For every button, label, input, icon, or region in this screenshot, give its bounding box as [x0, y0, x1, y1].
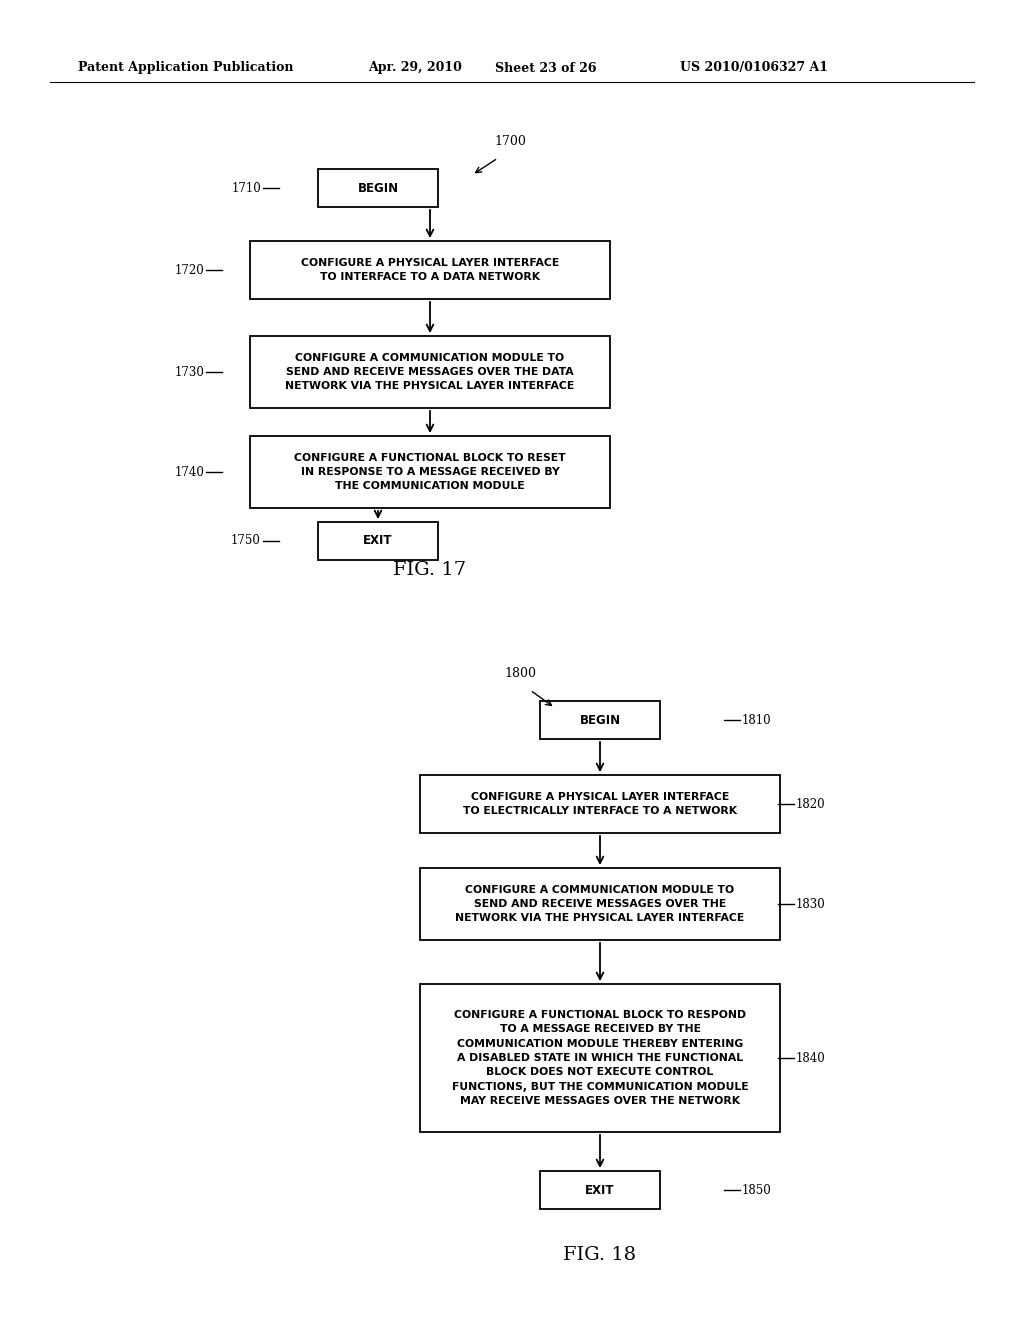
Text: CONFIGURE A COMMUNICATION MODULE TO
SEND AND RECEIVE MESSAGES OVER THE
NETWORK V: CONFIGURE A COMMUNICATION MODULE TO SEND…: [456, 884, 744, 924]
Text: 1750: 1750: [231, 535, 261, 548]
Text: US 2010/0106327 A1: US 2010/0106327 A1: [680, 62, 828, 74]
Text: CONFIGURE A PHYSICAL LAYER INTERFACE
TO ELECTRICALLY INTERFACE TO A NETWORK: CONFIGURE A PHYSICAL LAYER INTERFACE TO …: [463, 792, 737, 816]
FancyBboxPatch shape: [540, 1171, 660, 1209]
FancyBboxPatch shape: [318, 169, 438, 207]
Text: 1740: 1740: [174, 466, 204, 479]
Text: FIG. 17: FIG. 17: [393, 561, 467, 579]
Text: CONFIGURE A FUNCTIONAL BLOCK TO RESET
IN RESPONSE TO A MESSAGE RECEIVED BY
THE C: CONFIGURE A FUNCTIONAL BLOCK TO RESET IN…: [294, 453, 566, 491]
FancyBboxPatch shape: [250, 337, 610, 408]
Text: FIG. 18: FIG. 18: [563, 1246, 637, 1265]
FancyBboxPatch shape: [420, 983, 780, 1133]
Text: CONFIGURE A PHYSICAL LAYER INTERFACE
TO INTERFACE TO A DATA NETWORK: CONFIGURE A PHYSICAL LAYER INTERFACE TO …: [301, 257, 559, 282]
Text: 1810: 1810: [742, 714, 772, 726]
FancyBboxPatch shape: [540, 701, 660, 739]
Text: EXIT: EXIT: [586, 1184, 614, 1196]
Text: 1710: 1710: [231, 181, 261, 194]
FancyBboxPatch shape: [318, 521, 438, 560]
Text: Sheet 23 of 26: Sheet 23 of 26: [495, 62, 597, 74]
FancyBboxPatch shape: [420, 869, 780, 940]
FancyBboxPatch shape: [250, 436, 610, 508]
Text: EXIT: EXIT: [364, 535, 393, 548]
Text: 1800: 1800: [504, 667, 536, 680]
Text: 1730: 1730: [174, 366, 204, 379]
Text: CONFIGURE A COMMUNICATION MODULE TO
SEND AND RECEIVE MESSAGES OVER THE DATA
NETW: CONFIGURE A COMMUNICATION MODULE TO SEND…: [286, 352, 574, 392]
FancyBboxPatch shape: [420, 775, 780, 833]
Text: 1700: 1700: [494, 135, 526, 148]
Text: 1830: 1830: [796, 898, 825, 911]
Text: 1840: 1840: [796, 1052, 825, 1064]
Text: Patent Application Publication: Patent Application Publication: [78, 62, 294, 74]
Text: 1850: 1850: [742, 1184, 772, 1196]
Text: 1720: 1720: [174, 264, 204, 276]
Text: Apr. 29, 2010: Apr. 29, 2010: [368, 62, 462, 74]
Text: CONFIGURE A FUNCTIONAL BLOCK TO RESPOND
TO A MESSAGE RECEIVED BY THE
COMMUNICATI: CONFIGURE A FUNCTIONAL BLOCK TO RESPOND …: [452, 1010, 749, 1106]
Text: 1820: 1820: [796, 797, 825, 810]
Text: BEGIN: BEGIN: [357, 181, 398, 194]
Text: BEGIN: BEGIN: [580, 714, 621, 726]
FancyBboxPatch shape: [250, 242, 610, 300]
